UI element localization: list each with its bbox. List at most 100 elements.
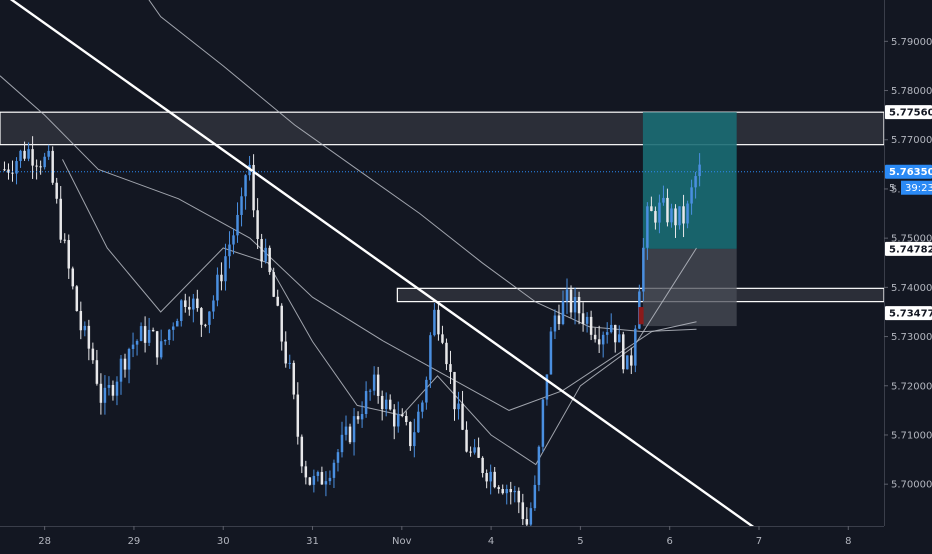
price-level-label: 5.77560 xyxy=(889,108,932,119)
candle-up xyxy=(690,187,693,204)
candle-up xyxy=(489,471,492,482)
stop-marker xyxy=(638,307,644,325)
candle-up xyxy=(384,399,388,410)
candle-up xyxy=(433,309,436,336)
candle-up xyxy=(686,203,689,224)
candle-up xyxy=(573,297,577,313)
candle-up xyxy=(328,477,332,482)
x-tick-label: 28 xyxy=(38,536,51,547)
candle-down xyxy=(517,490,521,503)
candle-down xyxy=(521,502,525,520)
candle-down xyxy=(485,472,488,482)
candle-down xyxy=(220,274,223,282)
candle-up xyxy=(473,447,476,453)
candle-up xyxy=(135,340,139,345)
candle-down xyxy=(392,409,396,427)
candle-up xyxy=(83,325,87,331)
candle-down xyxy=(35,165,38,167)
candle-layer xyxy=(3,136,701,528)
x-tick-label: Nov xyxy=(392,536,412,547)
candle-up xyxy=(27,149,30,159)
price-level-label: 5.73477 xyxy=(889,309,932,320)
candle-up xyxy=(288,362,292,364)
candle-down xyxy=(666,197,669,223)
candle-up xyxy=(312,475,316,485)
candle-down xyxy=(59,198,62,240)
candle-up xyxy=(561,301,565,325)
countdown-label: 39:23 xyxy=(905,183,932,194)
candle-up xyxy=(180,300,183,321)
candle-down xyxy=(569,289,573,313)
candle-up xyxy=(585,316,589,324)
candle-up xyxy=(678,206,681,226)
candle-down xyxy=(51,150,54,183)
candle-up xyxy=(324,481,328,485)
candle-up xyxy=(208,311,211,325)
price-level-badge xyxy=(885,306,932,321)
candle-down xyxy=(188,306,191,310)
time-axis-bg xyxy=(0,526,932,550)
candle-up xyxy=(232,235,235,245)
candle-up xyxy=(240,196,243,215)
candle-down xyxy=(71,268,75,287)
trendline-layer xyxy=(9,0,760,532)
candle-down xyxy=(481,457,484,473)
candle-down xyxy=(296,394,300,437)
candle-down xyxy=(99,383,103,403)
candle-down xyxy=(441,334,444,343)
candle-down xyxy=(308,477,312,485)
candle-up xyxy=(545,374,549,400)
candle-down xyxy=(650,206,653,212)
candle-down xyxy=(200,308,203,325)
candle-up xyxy=(103,387,107,403)
candle-down xyxy=(260,239,263,262)
candle-down xyxy=(497,487,500,490)
target-zone xyxy=(642,112,737,249)
candle-down xyxy=(7,169,10,173)
candle-down xyxy=(3,169,6,171)
resistance-zone xyxy=(0,112,884,145)
candle-down xyxy=(525,519,529,525)
candle-up xyxy=(147,329,151,343)
candle-down xyxy=(300,436,304,467)
candle-down xyxy=(184,300,187,307)
candle-up xyxy=(372,374,376,391)
candle-down xyxy=(111,384,115,396)
candle-down xyxy=(280,305,283,342)
candle-down xyxy=(95,360,99,384)
candle-down xyxy=(55,182,58,199)
candle-down xyxy=(320,472,324,485)
candle-down xyxy=(493,471,496,488)
candle-down xyxy=(256,210,259,240)
candle-down xyxy=(388,399,392,410)
candle-up xyxy=(212,300,215,312)
candle-up xyxy=(336,452,340,463)
x-tick-label: 4 xyxy=(488,536,494,547)
y-tick-label: 5.79000 xyxy=(891,37,932,48)
candle-down xyxy=(589,316,593,335)
y-tick-label: 5.77000 xyxy=(891,135,932,146)
y-tick-label: 5.75000 xyxy=(891,234,932,245)
candle-up xyxy=(127,348,131,370)
candle-up xyxy=(192,298,195,310)
candle-up xyxy=(642,247,645,292)
candle-up xyxy=(694,176,697,188)
candle-up xyxy=(553,315,557,332)
candle-down xyxy=(449,364,452,372)
candle-up xyxy=(565,289,569,302)
candle-up xyxy=(360,414,364,420)
candle-up xyxy=(264,247,267,262)
current-price-badge xyxy=(885,164,932,179)
price-level-badge xyxy=(885,241,932,256)
candle-down xyxy=(348,426,352,443)
candle-up xyxy=(626,355,629,370)
y-tick-label: 5.73000 xyxy=(891,332,932,343)
candle-up xyxy=(107,384,111,388)
candle-up xyxy=(228,244,231,257)
stop-zone xyxy=(642,248,737,327)
descending-trendline xyxy=(9,0,760,532)
candle-down xyxy=(445,342,448,365)
